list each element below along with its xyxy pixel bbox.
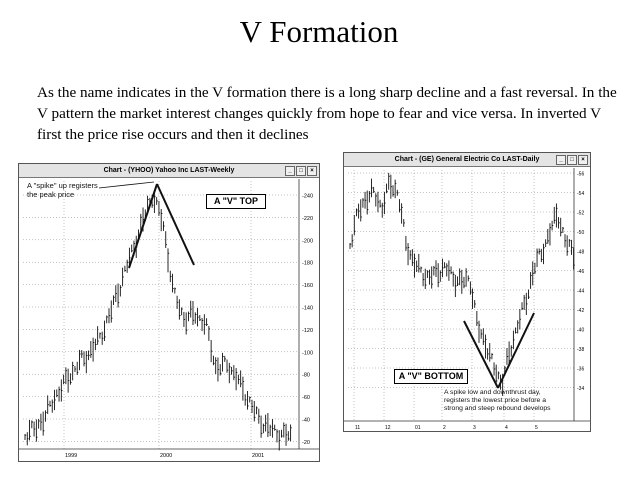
maximize-icon[interactable]: □: [567, 155, 577, 165]
ge-price-plot: -56 -54 -52 -50 -48 -46 -44 -42 -40 -38 -36 -34 11 1…: [344, 168, 590, 431]
x-tick-label: 2: [443, 425, 446, 431]
y-tick-label: -46: [577, 269, 584, 275]
y-tick-label: -200: [302, 238, 313, 244]
y-tick-label: -40: [577, 328, 584, 334]
ge-chart-title: Chart - (GE) General Electric Co LAST-Da…: [394, 156, 540, 163]
y-tick-label: -120: [302, 328, 313, 334]
x-tick-label: 1999: [65, 453, 77, 459]
y-tick-label: -34: [577, 386, 584, 392]
slide-body-text: As the name indicates in the V formation…: [37, 84, 617, 143]
ge-chart: Chart - (GE) General Electric Co LAST-Da…: [343, 152, 591, 432]
y-tick-label: -44: [577, 289, 584, 295]
yahoo-spike-annotation: A "spike" up registers the peak price: [27, 181, 98, 199]
x-tick-label: 01: [415, 425, 421, 431]
y-tick-label: -20: [302, 440, 310, 446]
y-tick-label: -220: [302, 216, 313, 222]
x-tick-label: 2001: [252, 453, 264, 459]
yahoo-price-plot: -240 -220 -200 -180 -160 -140 -120 -100 -80 -60 -4…: [19, 179, 319, 459]
minimize-icon[interactable]: _: [556, 155, 566, 165]
y-tick-label: -180: [302, 261, 313, 267]
y-tick-label: -38: [577, 347, 584, 353]
slide-title: V Formation: [239, 14, 399, 49]
v-bottom-label: A "V" BOTTOM: [394, 369, 468, 384]
y-tick-label: -140: [302, 306, 313, 312]
ge-spike-annotation: A spike low and downthrust day, register…: [444, 389, 551, 412]
y-tick-label: -42: [577, 308, 584, 314]
yahoo-chart-title: Chart - (YHOO) Yahoo Inc LAST-Weekly: [103, 167, 235, 174]
x-tick-label: 12: [385, 425, 391, 431]
y-tick-label: -60: [302, 395, 310, 401]
y-tick-label: -36: [577, 367, 584, 373]
close-icon[interactable]: ×: [578, 155, 588, 165]
y-tick-label: -160: [302, 283, 313, 289]
yahoo-chart: Chart - (YHOO) Yahoo Inc LAST-Weekly _ □ ×…: [18, 163, 320, 462]
yahoo-chart-header: Chart - (YHOO) Yahoo Inc LAST-Weekly _ □ ×: [19, 164, 319, 178]
x-tick-label: 5: [535, 425, 538, 431]
y-tick-label: -48: [577, 250, 584, 256]
x-tick-label: 2000: [160, 453, 172, 459]
x-tick-label: 11: [355, 425, 360, 431]
y-tick-label: -40: [302, 418, 310, 424]
minimize-icon[interactable]: _: [285, 166, 295, 176]
y-tick-label: -56: [577, 172, 584, 178]
y-tick-label: -100: [302, 350, 313, 356]
y-tick-label: -54: [577, 191, 584, 197]
maximize-icon[interactable]: □: [296, 166, 306, 176]
y-tick-label: -240: [302, 194, 313, 200]
y-tick-label: -50: [577, 230, 584, 236]
y-tick-label: -52: [577, 211, 584, 217]
x-tick-label: 4: [505, 425, 508, 431]
ge-chart-header: Chart - (GE) General Electric Co LAST-Da…: [344, 153, 590, 167]
y-tick-label: -80: [302, 373, 310, 379]
v-top-label: A "V" TOP: [206, 194, 266, 209]
x-tick-label: 3: [473, 425, 476, 431]
close-icon[interactable]: ×: [307, 166, 317, 176]
